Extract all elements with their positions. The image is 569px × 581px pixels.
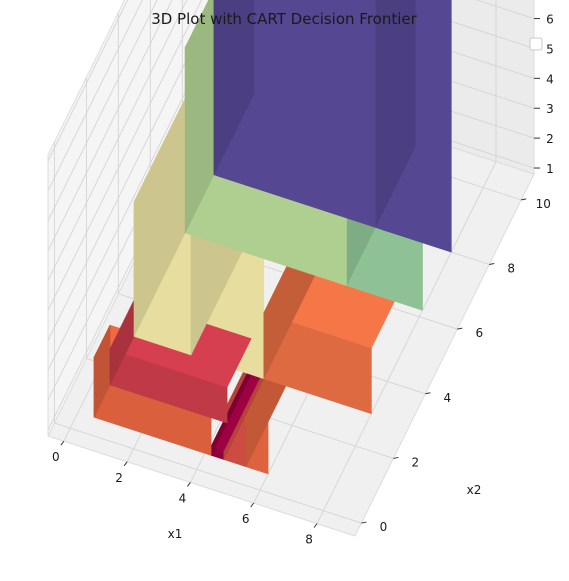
x-tick-label: 0 [52,450,60,464]
x-tick-mark [187,482,191,487]
x-tick-mark [123,461,128,467]
y-tick-label: 8 [507,262,515,276]
grid-line-z [47,0,173,251]
z-tick-label: 3 [546,102,554,116]
grid-line-z [47,0,535,281]
chart-title: 3D Plot with CART Decision Frontier [151,10,417,28]
grid-line-z [47,0,158,221]
z-tick-label: 4 [546,72,554,86]
grid-line-y [53,142,362,524]
legend-box [529,37,543,51]
x-tick-label: 4 [179,491,187,505]
z-tick-label: 6 [546,13,554,27]
z-tick-label: 5 [546,42,554,56]
surface-wall-left [93,324,111,418]
y-axis-label: x2 [467,483,482,497]
surface-wall-left [213,0,255,176]
z-tick-label: 2 [546,132,554,146]
x-tick-label: 6 [242,512,250,526]
y-tick-label: 0 [380,520,388,534]
x-axis-label: x1 [168,527,183,541]
y-tick-mark [361,521,367,524]
x-tick-mark [60,440,65,446]
y-tick-mark [521,198,527,201]
surface [93,0,452,475]
x-tick-mark [313,523,318,528]
tick-labels: 02468024681012345678910 [52,13,554,547]
surface-wall-front [213,0,376,228]
surface-wall-left [184,0,215,234]
z-tick-label: 1 [546,162,554,176]
y-tick-label: 2 [412,455,420,469]
grid-line-x [316,0,497,524]
x-tick-label: 2 [115,471,123,485]
grid-line-y [85,77,394,459]
grid-line-z [47,0,129,162]
y-tick-mark [425,392,431,395]
y-tick-mark [457,327,463,330]
x-tick-mark [250,502,255,508]
grid-line-z [47,0,143,192]
y-tick-mark [489,263,495,265]
y-tick-label: 6 [475,326,483,340]
y-tick-label: 4 [444,391,452,405]
y-tick-mark [393,456,399,459]
y-tick-label: 10 [536,197,551,211]
x-tick-label: 8 [305,533,313,547]
